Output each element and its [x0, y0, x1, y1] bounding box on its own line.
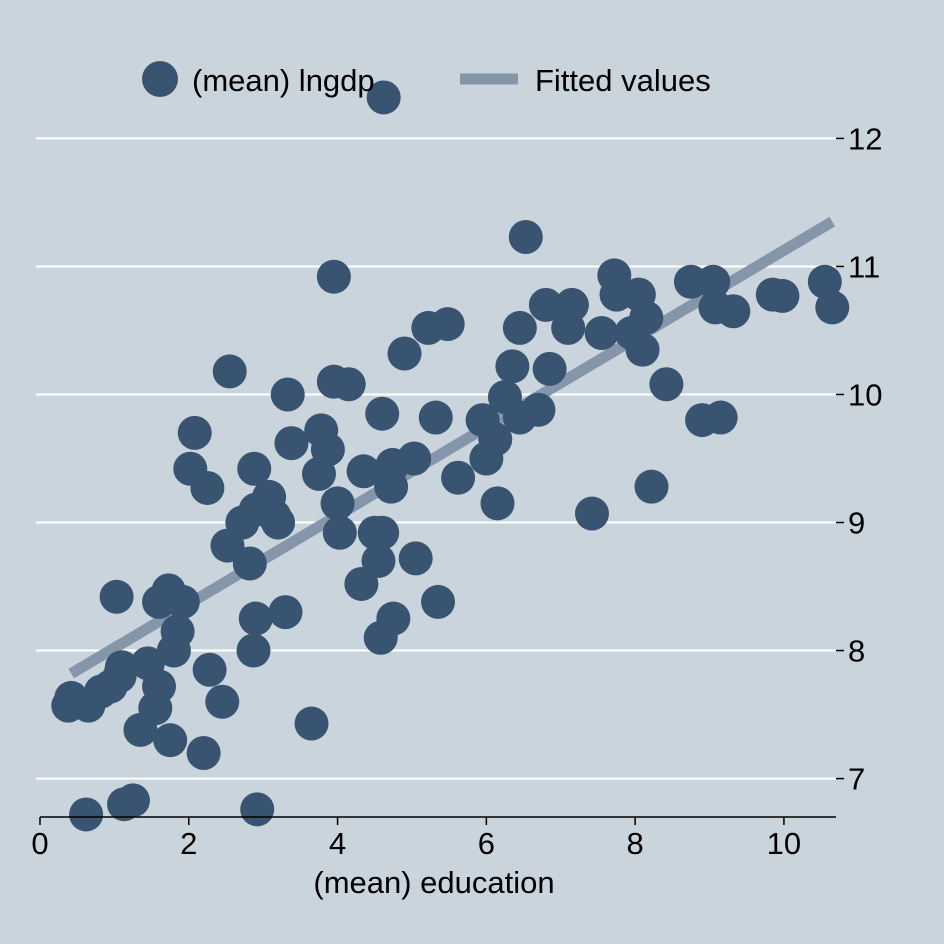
data-point-23 [190, 470, 225, 505]
data-point-19 [160, 614, 195, 649]
x-tick-label-6: 6 [478, 826, 495, 861]
data-point-79 [521, 392, 556, 427]
data-point-68 [430, 307, 465, 342]
x-tick-label-0: 0 [31, 826, 48, 861]
data-point-99 [716, 294, 751, 329]
legend-label-fitted: Fitted values [535, 63, 711, 98]
data-point-72 [478, 422, 513, 457]
data-point-20 [165, 584, 200, 619]
data-point-26 [205, 684, 240, 719]
data-point-56 [365, 515, 400, 550]
data-point-35 [240, 792, 275, 827]
data-point-7 [104, 650, 139, 685]
data-point-78 [508, 219, 543, 254]
data-point-41 [274, 426, 309, 461]
data-point-46 [316, 259, 351, 294]
x-tick-label-8: 8 [627, 826, 644, 861]
x-axis-title: (mean) education [313, 865, 554, 900]
data-point-31 [236, 633, 271, 668]
axes: 7 8 9 10 11 12 0 2 4 6 8 10 [31, 121, 882, 861]
data-point-91 [629, 300, 664, 335]
data-point-96 [696, 264, 731, 299]
data-point-57 [365, 396, 400, 431]
data-point-76 [502, 310, 537, 345]
y-tick-label-12: 12 [848, 121, 882, 156]
legend: (mean) lngdp Fitted values [142, 61, 711, 98]
y-tick-label-8: 8 [848, 634, 865, 669]
data-point-32 [238, 601, 273, 636]
data-points [51, 80, 850, 832]
data-point-38 [261, 505, 296, 540]
data-point-102 [807, 264, 842, 299]
data-point-25 [186, 735, 221, 770]
data-point-62 [387, 336, 422, 371]
data-point-30 [232, 546, 267, 581]
data-point-39 [268, 595, 303, 630]
data-point-3 [69, 797, 104, 832]
data-point-64 [398, 541, 433, 576]
data-point-93 [649, 367, 684, 402]
data-point-8 [99, 579, 134, 614]
data-point-83 [554, 287, 589, 322]
data-point-33 [237, 451, 272, 486]
y-tick-label-7: 7 [848, 762, 865, 797]
data-point-85 [584, 316, 619, 351]
data-point-14 [142, 669, 177, 704]
data-point-58 [366, 80, 401, 115]
data-point-24 [192, 652, 227, 687]
data-point-45 [310, 432, 345, 467]
data-point-48 [320, 486, 355, 521]
data-point-90 [625, 332, 660, 367]
x-tick-label-4: 4 [329, 826, 346, 861]
data-point-81 [532, 351, 567, 386]
data-point-69 [441, 460, 476, 495]
data-point-73 [480, 486, 515, 521]
data-point-75 [495, 349, 530, 384]
data-point-52 [346, 454, 381, 489]
y-tick-label-10: 10 [848, 377, 882, 412]
data-point-50 [331, 367, 366, 402]
data-point-42 [294, 706, 329, 741]
x-tick-label-10: 10 [767, 826, 801, 861]
data-point-67 [421, 584, 455, 619]
data-point-63 [397, 441, 432, 476]
y-tick-label-11: 11 [848, 249, 880, 284]
x-tick-label-2: 2 [180, 826, 197, 861]
legend-marker-lngdp [142, 61, 178, 97]
data-point-80 [528, 287, 563, 322]
data-point-54 [361, 543, 396, 578]
data-point-103 [815, 290, 850, 325]
data-point-17 [153, 723, 188, 758]
data-point-66 [418, 400, 453, 435]
data-point-98 [703, 400, 738, 435]
data-point-40 [270, 377, 305, 412]
data-point-22 [177, 415, 212, 450]
data-point-10 [115, 783, 150, 818]
data-point-61 [376, 601, 411, 636]
y-tick-label-9: 9 [848, 506, 865, 541]
data-point-28 [212, 354, 247, 389]
legend-label-lngdp: (mean) lngdp [192, 63, 375, 98]
data-point-92 [634, 469, 669, 504]
data-point-84 [574, 496, 609, 531]
data-point-49 [322, 515, 357, 550]
data-point-101 [765, 278, 800, 313]
